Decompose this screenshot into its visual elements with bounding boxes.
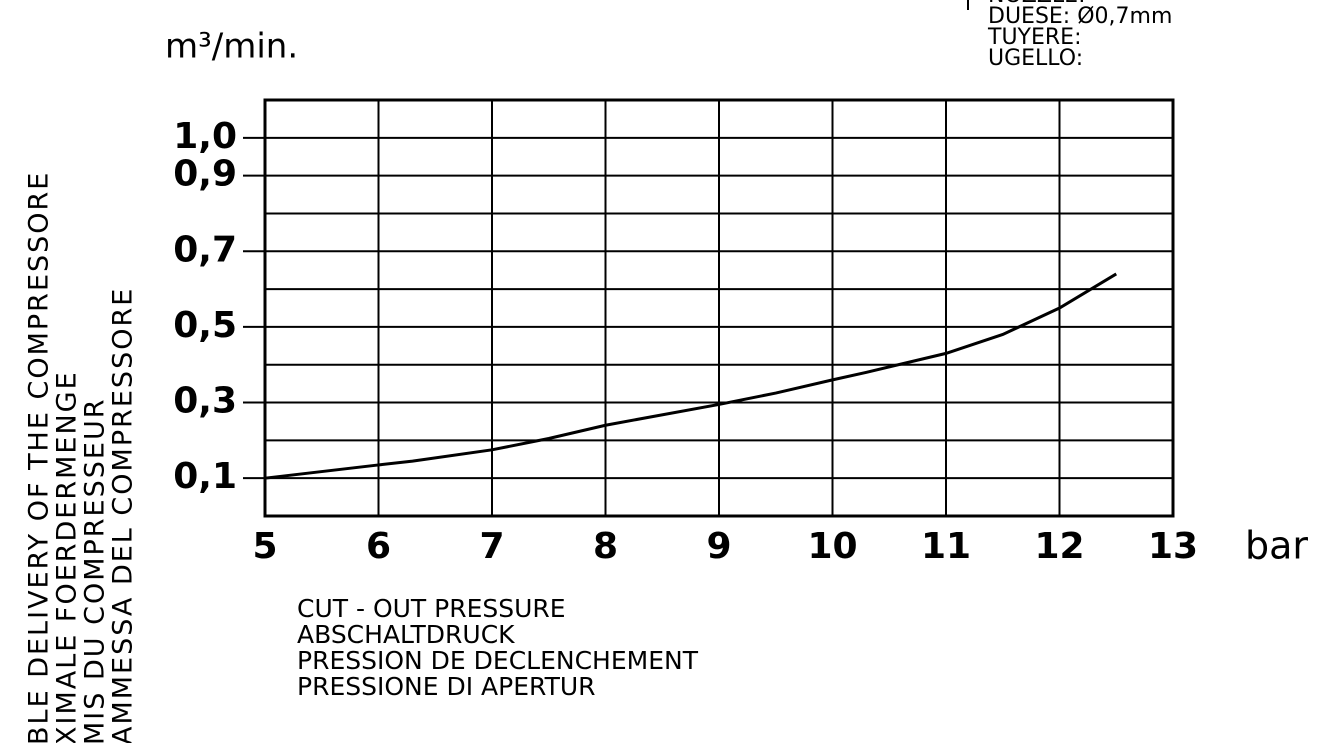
y-tick-label: 1,0 bbox=[173, 116, 237, 157]
x-axis-label: CUT - OUT PRESSURE bbox=[297, 594, 566, 623]
x-tick-label: 12 bbox=[1034, 526, 1084, 567]
x-tick-label: 13 bbox=[1148, 526, 1198, 567]
x-axis-label: ABSCHALTDRUCK bbox=[297, 620, 515, 649]
nozzle-note: DUESE: Ø0,7mm bbox=[988, 4, 1172, 29]
x-unit: bar bbox=[1245, 524, 1308, 568]
nozzle-note: NOZZLE: bbox=[988, 0, 1086, 8]
x-axis-label: PRESSION DE DECLENCHEMENT bbox=[297, 646, 699, 675]
y-axis-label: BLE DELIVERY OF THE COMPRESSORE bbox=[24, 171, 55, 743]
nozzle-note: UGELLO: bbox=[988, 46, 1083, 71]
y-tick-label: 0,1 bbox=[173, 456, 237, 497]
y-axis-label: XIMALE FOERDERMENGE bbox=[52, 370, 83, 743]
nozzle-note: TUYERE: bbox=[987, 25, 1081, 50]
x-tick-label: 6 bbox=[366, 526, 391, 567]
line bbox=[264, 272, 1118, 480]
y-unit: m³/min. bbox=[165, 27, 298, 67]
y-tick-label: 0,9 bbox=[173, 154, 237, 195]
x-tick-label: 5 bbox=[252, 526, 277, 567]
y-axis-label: AMMESSA DEL COMPRESSORE bbox=[108, 287, 139, 743]
x-tick-label: 9 bbox=[706, 526, 731, 567]
y-tick-label: 0,3 bbox=[173, 381, 237, 422]
y-tick-label: 0,5 bbox=[173, 305, 237, 346]
y-axis-label: MIS DU COMPRESSEUR bbox=[80, 398, 111, 743]
x-tick-label: 10 bbox=[807, 526, 857, 567]
x-tick-label: 7 bbox=[479, 526, 504, 567]
y-tick-label: 0,7 bbox=[173, 229, 237, 270]
x-tick-label: 8 bbox=[593, 526, 618, 567]
x-axis-label: PRESSIONE DI APERTUR bbox=[297, 672, 596, 701]
x-tick-label: 11 bbox=[921, 526, 971, 567]
